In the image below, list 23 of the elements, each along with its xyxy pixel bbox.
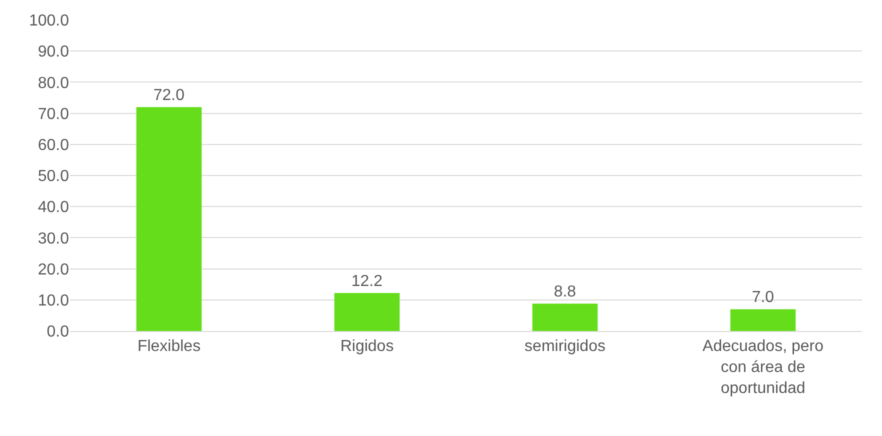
x-tick-label: Adecuados, pero con área de oportunidad: [702, 338, 824, 397]
y-tick-label: 30.0: [38, 230, 70, 248]
y-tick-label: 70.0: [38, 106, 70, 123]
y-tick-label: 20.0: [38, 261, 70, 278]
y-tick-label: 80.0: [38, 74, 70, 92]
data-label: 72.0: [153, 87, 185, 104]
data-label: 8.8: [554, 284, 576, 301]
x-tick-label: Rigidos: [340, 338, 394, 356]
y-tick-label: 0.0: [46, 324, 70, 341]
bar: [532, 304, 598, 331]
y-tick-label: 100.0: [28, 12, 70, 30]
x-tick-label: semirigidos: [524, 338, 606, 356]
x-tick-label: Flexibles: [137, 338, 201, 356]
y-tick-label: 10.0: [38, 292, 70, 310]
y-tick-label: 50.0: [38, 168, 70, 186]
y-tick-label: 90.0: [38, 44, 70, 61]
bar: [136, 107, 202, 331]
data-label: 7.0: [752, 289, 774, 306]
data-label: 12.2: [351, 273, 383, 290]
bar: [334, 293, 400, 331]
bar: [730, 309, 796, 331]
y-tick-label: 40.0: [38, 199, 70, 216]
y-tick-label: 60.0: [38, 137, 70, 154]
